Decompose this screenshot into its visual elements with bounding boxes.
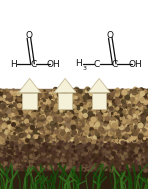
Text: 3: 3 [83,67,87,71]
Bar [22,93,37,109]
Text: C: C [94,60,100,69]
Bar [0,142,148,170]
Bar [92,93,106,109]
Bar [0,170,148,189]
Text: O: O [107,31,114,40]
Text: OH: OH [46,60,60,69]
Bar [58,93,72,109]
Text: O: O [25,31,32,40]
Text: OH: OH [129,60,142,69]
Polygon shape [88,78,110,93]
Text: H: H [75,59,82,68]
Bar [0,89,148,142]
Polygon shape [18,78,41,93]
Text: C: C [112,60,118,69]
Text: H: H [10,60,17,69]
Text: C: C [30,60,36,69]
Polygon shape [54,78,76,93]
